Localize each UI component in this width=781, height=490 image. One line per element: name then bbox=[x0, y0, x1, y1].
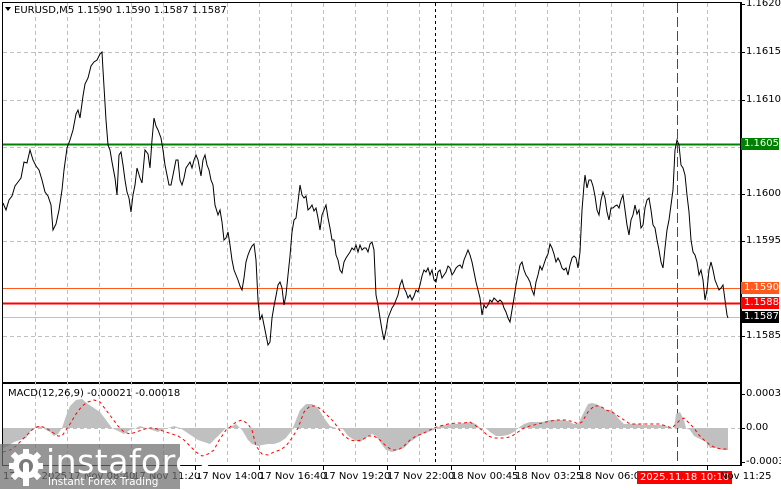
orange-level-tag: 1.1590 bbox=[741, 282, 779, 294]
price-tick: 1.1585 bbox=[746, 330, 781, 341]
symbol-title: EURUSD,M5 1.1590 1.1590 1.1587 1.1587 bbox=[14, 5, 227, 16]
price-tick: 1.1600 bbox=[746, 188, 781, 199]
price-tick: 1.1610 bbox=[746, 94, 781, 105]
red-level-tag: 1.1588 bbox=[741, 297, 779, 309]
macd-signal-line bbox=[2, 399, 728, 457]
price-line bbox=[2, 50, 729, 347]
time-label: 17 Nov 19:20 bbox=[323, 471, 391, 482]
time-label: 17 Nov 22:00 bbox=[387, 471, 455, 482]
time-label: 18 Nov 00:45 bbox=[451, 471, 519, 482]
gear-logo-icon bbox=[9, 449, 43, 486]
macd-title: MACD(12,26,9) -0.00021 -0.00018 bbox=[8, 388, 181, 399]
time-label: 18 Nov 03:25 bbox=[515, 471, 583, 482]
price-tick: 1.1595 bbox=[746, 235, 781, 246]
instaforex-watermark: instaforex Instant Forex Trading bbox=[0, 442, 215, 489]
price-chart-panel[interactable] bbox=[2, 2, 742, 383]
macd-histogram bbox=[3, 399, 728, 452]
price-tick: 1.1620 bbox=[746, 0, 781, 9]
macd-tick: 0.00 bbox=[746, 422, 769, 433]
price-tick: 1.1615 bbox=[746, 46, 781, 57]
macd-tick: -0.00035 bbox=[746, 456, 781, 467]
green-level-tag: 1.1605 bbox=[741, 138, 779, 150]
time-label: 18 Nov 06:05 bbox=[579, 471, 647, 482]
current-price-tag: 1.1587 bbox=[741, 311, 779, 323]
time-label: Nov 11:25 bbox=[720, 471, 772, 482]
chart-title: EURUSD,M5 1.1590 1.1590 1.1587 1.1587 bbox=[6, 5, 227, 16]
macd-tick: 0.00035 bbox=[746, 388, 781, 399]
time-label: 17 Nov 16:40 bbox=[259, 471, 327, 482]
logo-name: instaforex bbox=[46, 442, 216, 481]
logo-tagline: Instant Forex Trading bbox=[48, 476, 159, 488]
time-label: 17 Nov 14:00 bbox=[196, 471, 264, 482]
collapse-triangle-icon[interactable] bbox=[5, 7, 11, 11]
axis-ticks bbox=[10, 4, 745, 470]
cursor-time-tag: 2025.11.18 10:10 bbox=[637, 471, 733, 484]
